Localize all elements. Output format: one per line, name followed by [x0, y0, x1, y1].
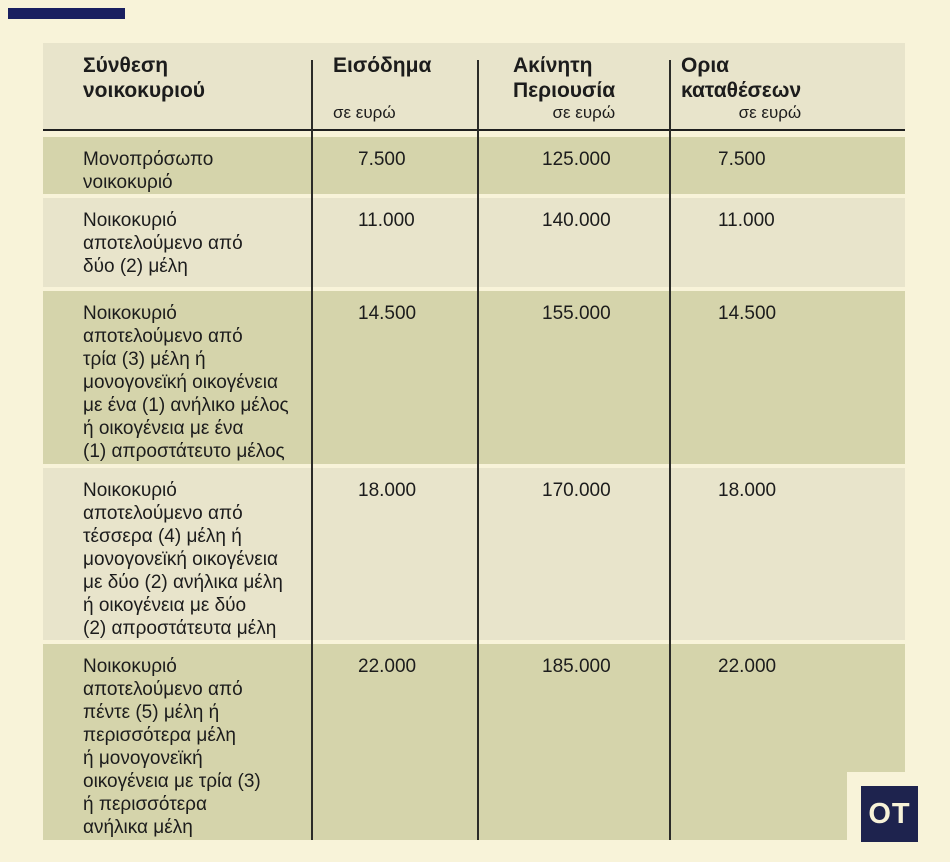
table-row: Νοικοκυριό αποτελούμενο από δύο (2) μέλη…	[43, 198, 905, 287]
brand-accent-bar	[8, 8, 125, 19]
column-header-household: Σύνθεση νοικοκυριού	[43, 43, 312, 129]
property-cell: 125.000	[542, 149, 611, 170]
deposits-cell: 22.000	[718, 656, 777, 677]
property-cell: 140.000	[542, 210, 611, 231]
income-cell: 14.500	[358, 303, 417, 324]
column-header-household-title: Σύνθεση νοικοκυριού	[83, 54, 205, 102]
eligibility-table: Σύνθεση νοικοκυριού Εισόδημα σε ευρώ Ακί…	[43, 43, 918, 842]
column-header-property-title: Ακίνητη Περιουσία	[513, 54, 616, 102]
deposits-cell: 18.000	[718, 480, 777, 501]
ot-logo: OT	[861, 786, 918, 842]
property-cell: 170.000	[542, 480, 611, 501]
table-row: Νοικοκυριό αποτελούμενο από τρία (3) μέλ…	[43, 291, 905, 464]
column-header-income-title: Εισόδημα	[333, 54, 432, 77]
column-header-deposits-unit: σε ευρώ	[738, 103, 802, 122]
table-row: Νοικοκυριό αποτελούμενο από τέσσερα (4) …	[43, 468, 905, 640]
property-cell: 155.000	[542, 303, 611, 324]
household-cell: Νοικοκυριό αποτελούμενο από πέντε (5) μέ…	[83, 656, 261, 838]
ot-logo-text: OT	[868, 797, 911, 830]
column-header-deposits: Ορια καταθέσεων σε ευρώ	[670, 43, 905, 129]
column-header-income: Εισόδημα σε ευρώ	[312, 43, 478, 129]
household-cell: Νοικοκυριό αποτελούμενο από δύο (2) μέλη	[83, 210, 243, 277]
table-row: Νοικοκυριό αποτελούμενο από πέντε (5) μέ…	[43, 644, 905, 840]
household-cell: Νοικοκυριό αποτελούμενο από τρία (3) μέλ…	[83, 303, 289, 462]
column-header-deposits-title: Ορια καταθέσεων	[681, 54, 802, 102]
column-header-property: Ακίνητη Περιουσία σε ευρώ	[478, 43, 670, 129]
property-cell: 185.000	[542, 656, 611, 677]
column-header-property-unit: σε ευρώ	[552, 103, 616, 122]
household-cell: Μονοπρόσωπο νοικοκυριό	[83, 149, 214, 193]
column-divider	[477, 60, 479, 840]
table-row: Μονοπρόσωπο νοικοκυριό 7.500 125.000 7.5…	[43, 137, 905, 194]
income-cell: 18.000	[358, 480, 417, 501]
deposits-cell: 11.000	[718, 210, 775, 231]
column-header-income-unit: σε ευρώ	[333, 103, 396, 122]
household-cell: Νοικοκυριό αποτελούμενο από τέσσερα (4) …	[83, 480, 283, 639]
column-divider	[669, 60, 671, 840]
column-divider	[311, 60, 313, 840]
deposits-cell: 7.500	[718, 149, 766, 170]
table-header-row: Σύνθεση νοικοκυριού Εισόδημα σε ευρώ Ακί…	[43, 43, 905, 131]
income-cell: 11.000	[358, 210, 415, 231]
income-cell: 22.000	[358, 656, 417, 677]
income-cell: 7.500	[358, 149, 406, 170]
deposits-cell: 14.500	[718, 303, 777, 324]
